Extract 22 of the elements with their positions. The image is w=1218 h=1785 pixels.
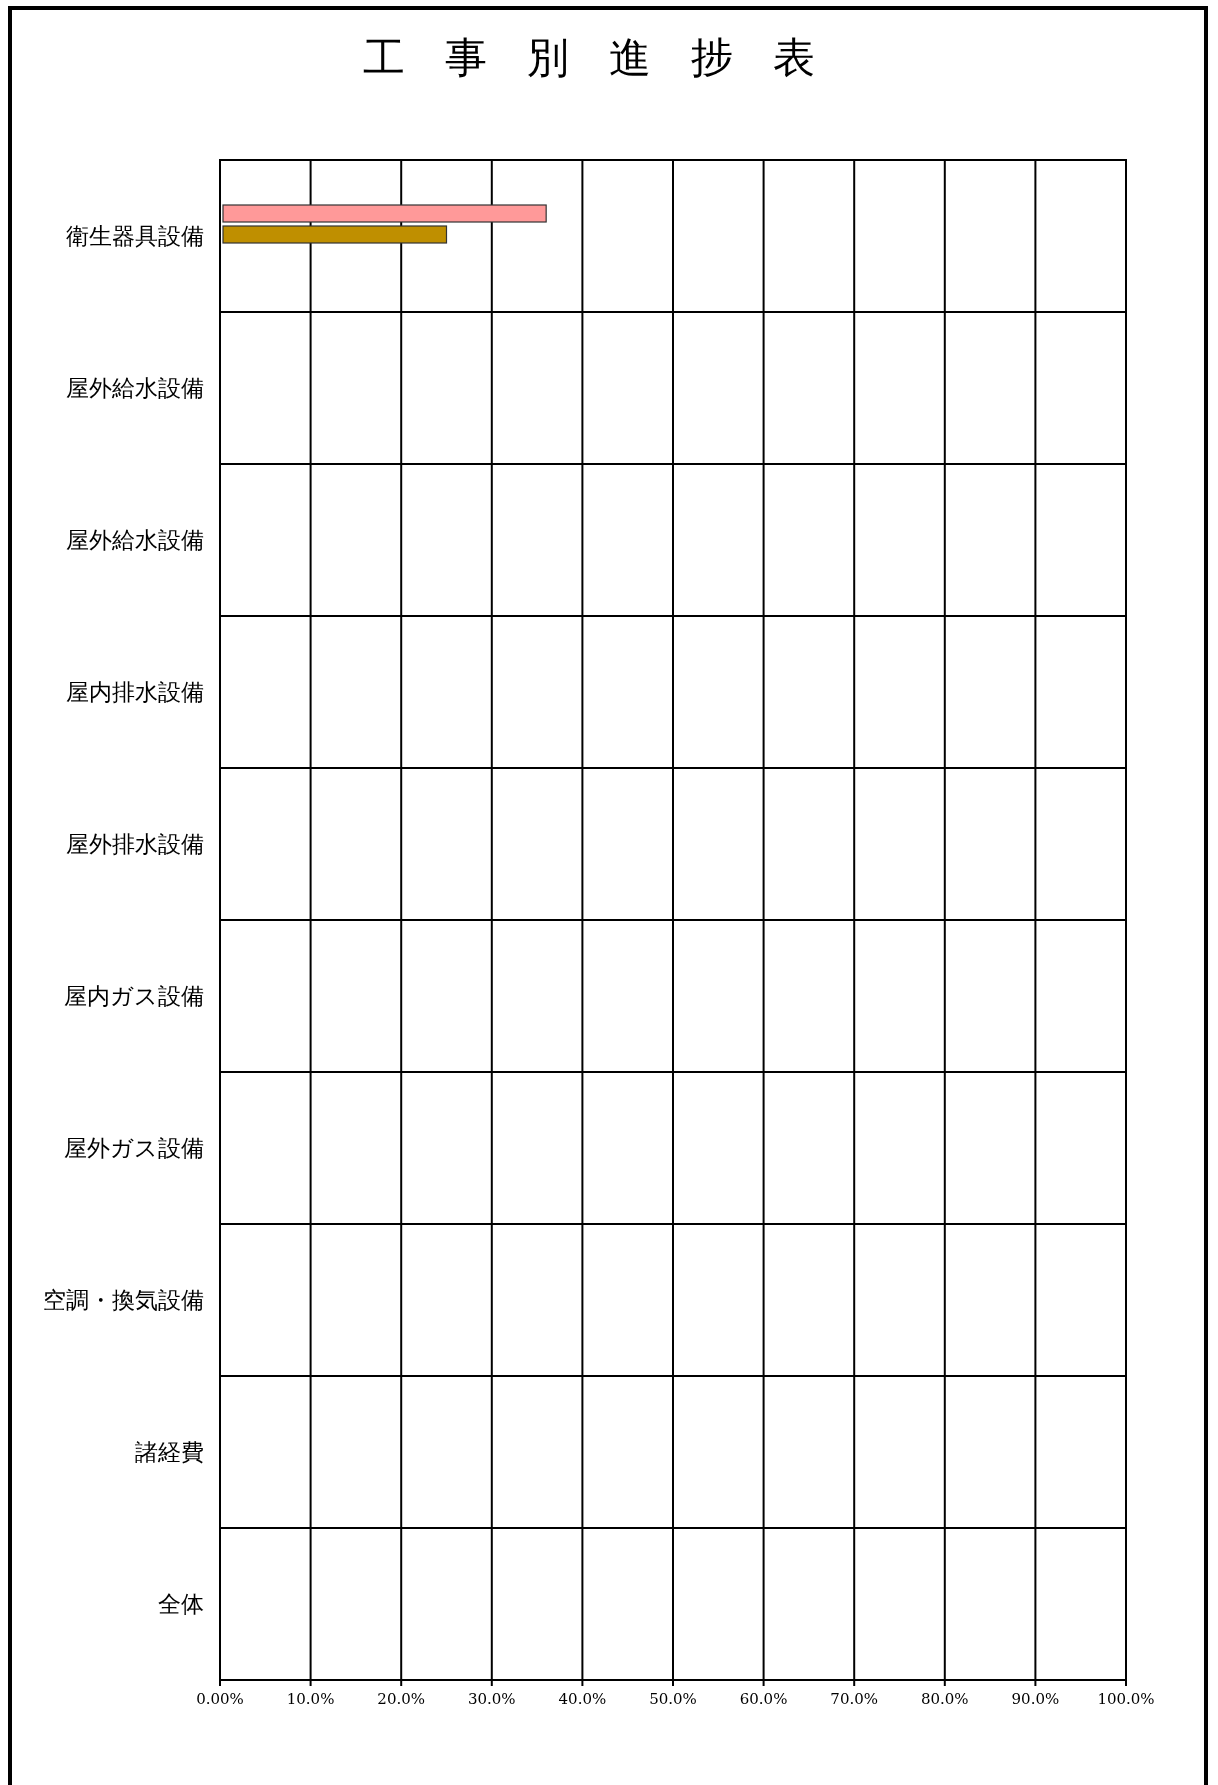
y-tick-label: 屋外排水設備 — [66, 831, 204, 857]
x-tick-label: 20.0% — [377, 1690, 426, 1708]
x-tick-label: 0.00% — [196, 1690, 244, 1708]
y-tick-label: 屋内排水設備 — [66, 679, 204, 705]
y-tick-label: 衛生器具設備 — [66, 223, 204, 249]
y-tick-label: 諸経費 — [135, 1439, 204, 1465]
y-tick-label: 空調・換気設備 — [43, 1287, 204, 1313]
x-tick-label: 40.0% — [558, 1690, 607, 1708]
x-tick-label: 90.0% — [1011, 1690, 1060, 1708]
x-tick-label: 100.0% — [1097, 1690, 1155, 1708]
y-tick-label: 屋外給水設備 — [66, 375, 204, 401]
x-tick-label: 70.0% — [830, 1690, 879, 1708]
x-tick-label: 10.0% — [286, 1690, 335, 1708]
x-tick-label: 50.0% — [649, 1690, 697, 1708]
y-tick-label: 全体 — [158, 1591, 204, 1617]
x-tick-label: 60.0% — [739, 1690, 788, 1708]
y-tick-label: 屋外給水設備 — [66, 527, 204, 553]
x-tick-label: 30.0% — [467, 1690, 516, 1708]
y-tick-label: 屋外ガス設備 — [64, 1135, 204, 1161]
chart-title: 工事別進捗表 — [363, 33, 855, 82]
x-tick-label: 80.0% — [920, 1690, 969, 1708]
y-tick-label: 屋内ガス設備 — [64, 983, 204, 1009]
